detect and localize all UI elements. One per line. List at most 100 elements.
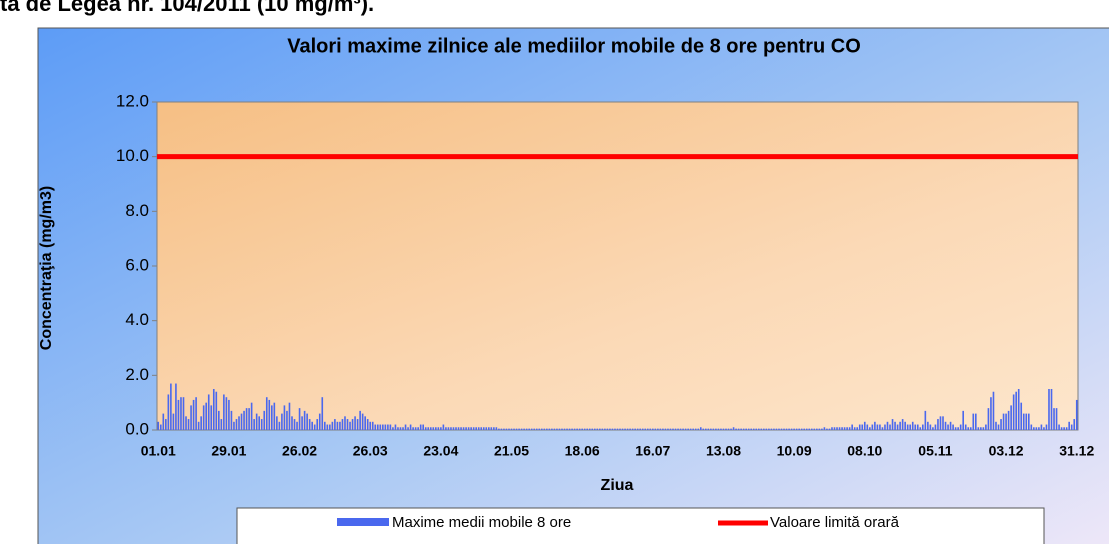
bar xyxy=(848,427,851,430)
bar xyxy=(959,424,962,430)
bar xyxy=(364,416,366,430)
bar xyxy=(1000,419,1002,430)
x-tick-label: 31.12 xyxy=(1059,443,1094,459)
bar xyxy=(689,428,692,430)
x-tick-label: 26.02 xyxy=(282,443,317,459)
bar xyxy=(606,428,609,430)
bar xyxy=(329,424,331,430)
bar xyxy=(276,416,278,430)
bar xyxy=(639,428,642,430)
bar xyxy=(382,424,384,430)
bar xyxy=(422,424,425,430)
bar xyxy=(258,416,261,430)
bar xyxy=(548,428,551,430)
bar xyxy=(896,424,899,430)
bar xyxy=(1063,427,1065,430)
bar xyxy=(833,427,836,430)
bar xyxy=(687,428,689,430)
bar xyxy=(263,410,266,430)
bar xyxy=(629,428,631,430)
bar xyxy=(515,428,518,430)
bar xyxy=(205,402,208,430)
bar xyxy=(180,397,182,430)
bar xyxy=(197,421,200,430)
bar xyxy=(230,410,233,430)
bar xyxy=(919,427,922,430)
x-tick-label: 23.04 xyxy=(423,443,458,459)
bar xyxy=(349,421,351,430)
bar xyxy=(265,397,268,430)
bar xyxy=(679,428,682,430)
bar xyxy=(697,428,700,430)
bar xyxy=(326,424,329,430)
bar xyxy=(480,427,483,430)
bar xyxy=(1007,410,1010,430)
x-tick-label: 03.12 xyxy=(989,443,1024,459)
bar xyxy=(856,427,859,430)
bar xyxy=(886,421,889,430)
bar xyxy=(874,421,876,430)
bar xyxy=(863,421,866,430)
bar xyxy=(884,424,886,430)
bar xyxy=(462,427,465,430)
bar xyxy=(649,428,652,430)
bar xyxy=(243,410,245,430)
bar xyxy=(710,428,712,430)
bar xyxy=(722,428,725,430)
bar xyxy=(740,428,742,430)
bar xyxy=(808,428,811,430)
bar xyxy=(1070,424,1073,430)
bar xyxy=(619,428,621,430)
bar xyxy=(301,416,303,430)
bar xyxy=(563,428,566,430)
bar xyxy=(760,428,763,430)
bar xyxy=(944,421,947,430)
bar xyxy=(235,419,238,430)
bar xyxy=(634,428,636,430)
bar xyxy=(586,428,589,430)
bar xyxy=(1073,419,1076,430)
bar xyxy=(546,428,548,430)
bar xyxy=(1027,413,1030,430)
legend-label: Valoare limită orară xyxy=(770,514,900,531)
bar xyxy=(374,424,377,430)
bar xyxy=(397,427,399,430)
bar xyxy=(954,427,957,430)
bar xyxy=(662,428,664,430)
bar xyxy=(780,428,783,430)
bar xyxy=(281,413,283,430)
bar xyxy=(477,427,480,430)
bar xyxy=(429,427,432,430)
bar xyxy=(472,427,475,430)
legend-swatch xyxy=(337,518,389,526)
y-tick-label: 2.0 xyxy=(125,365,149,384)
bar xyxy=(283,405,286,430)
bar xyxy=(361,413,364,430)
bar xyxy=(192,399,195,430)
bar xyxy=(861,424,864,430)
bar xyxy=(626,428,629,430)
bar xyxy=(967,427,970,430)
bar xyxy=(785,428,788,430)
bar xyxy=(805,428,808,430)
bar xyxy=(795,428,798,430)
bar xyxy=(240,413,243,430)
bar xyxy=(369,421,372,430)
bar xyxy=(715,428,717,430)
bar xyxy=(359,410,361,430)
bar xyxy=(172,413,175,430)
bar xyxy=(500,428,503,430)
bar xyxy=(1017,389,1020,430)
bar xyxy=(906,424,909,430)
bar xyxy=(1050,389,1053,430)
bar xyxy=(568,428,571,430)
bar xyxy=(190,405,192,430)
bar xyxy=(843,427,846,430)
bar xyxy=(528,428,530,430)
bar xyxy=(440,427,442,430)
bar xyxy=(311,421,313,430)
bar xyxy=(889,424,891,430)
bar xyxy=(964,424,967,430)
bar xyxy=(573,428,576,430)
x-tick-label: 01.01 xyxy=(141,443,176,459)
